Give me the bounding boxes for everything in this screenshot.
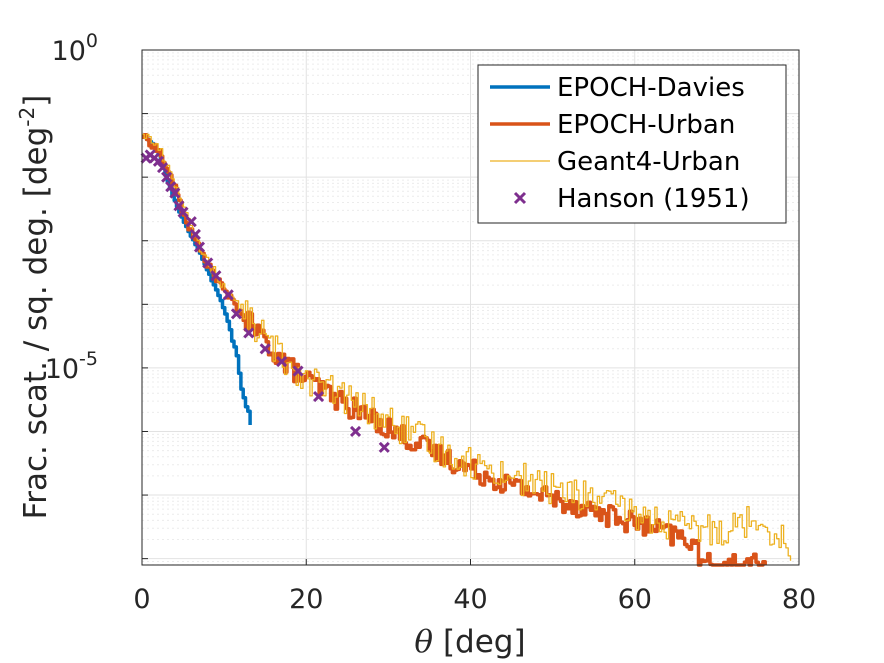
- data-point: [243, 327, 255, 339]
- y-axis-label-main: Frac. scat. / sq. deg. [deg: [18, 127, 54, 520]
- data-point: [292, 365, 304, 377]
- data-point: [156, 162, 169, 174]
- legend-label: EPOCH-Davies: [557, 73, 745, 103]
- x-tick-label: 20: [289, 584, 323, 615]
- data-point: [276, 355, 288, 368]
- legend-entry: EPOCH-Davies: [490, 73, 745, 103]
- x-tick-label: 40: [453, 584, 487, 615]
- data-point: [173, 200, 185, 212]
- x-axis-symbol: θ: [414, 624, 433, 660]
- data-point: [193, 241, 206, 253]
- axis-ticks: 0 20 40 60 80 100 10-5: [45, 30, 816, 615]
- legend-marker: [513, 191, 527, 205]
- legend-entry: Hanson (1951): [513, 184, 750, 214]
- y-axis-label-sup: -2: [15, 107, 39, 127]
- data-point: [202, 257, 214, 269]
- legend-label: Geant4-Urban: [557, 147, 740, 177]
- y-axis-label: Frac. scat. / sq. deg. [deg-2]: [15, 95, 54, 520]
- legend-box: [477, 64, 787, 224]
- data-point: [259, 343, 271, 355]
- x-axis-label: θ [deg]: [414, 624, 525, 660]
- data-point: [378, 441, 390, 453]
- data-point: [222, 289, 234, 301]
- legend-label: Hanson (1951): [557, 184, 750, 214]
- x-axis-unit: [deg]: [433, 624, 525, 660]
- y-axis-label-end: ]: [18, 95, 54, 107]
- data-point: [230, 308, 243, 320]
- data-point: [185, 216, 197, 228]
- series-layer: [140, 133, 792, 567]
- x-tick-label: 0: [133, 584, 150, 615]
- data-point: [313, 390, 325, 403]
- data-point: [189, 228, 201, 240]
- x-tick-label: 60: [618, 584, 652, 615]
- y-tick-label: 100: [52, 30, 98, 67]
- data-point: [165, 181, 177, 193]
- data-point: [177, 206, 189, 218]
- data-point: [161, 171, 173, 183]
- legend-entry: EPOCH-Urban: [490, 110, 735, 140]
- series-geant4-urban: [142, 133, 792, 561]
- legend-label: EPOCH-Urban: [557, 110, 735, 140]
- x-tick-label: 80: [782, 584, 816, 615]
- series-line: [142, 133, 792, 561]
- legend-entry: Geant4-Urban: [490, 147, 740, 177]
- data-point: [169, 187, 181, 199]
- data-point: [210, 270, 222, 282]
- series-hanson-1951: [140, 149, 390, 453]
- data-point: [152, 155, 164, 167]
- data-point: [349, 425, 362, 438]
- legend: EPOCH-Davies EPOCH-Urban Geant4-Urban Hanso…: [477, 64, 787, 224]
- y-tick-label: 10-5: [45, 348, 98, 385]
